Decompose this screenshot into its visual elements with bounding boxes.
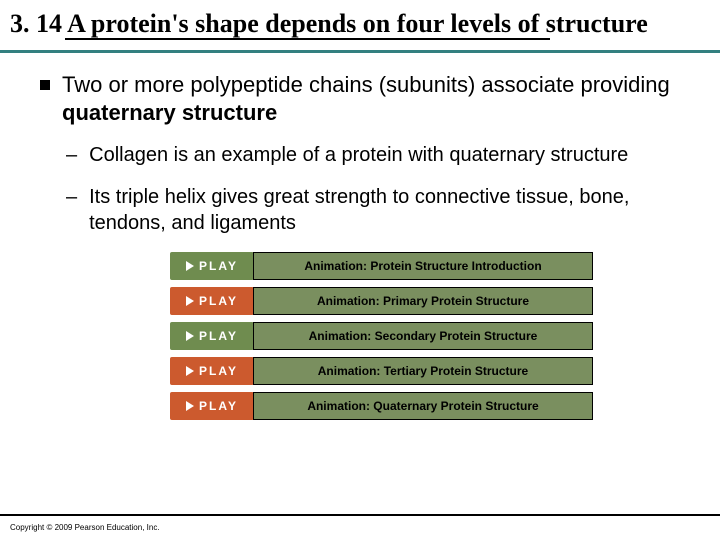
play-row: PLAY Animation: Protein Structure Introd… [170, 252, 680, 280]
main-bullet-prefix: Two or more polypeptide chains (subunits… [62, 72, 670, 97]
play-row: PLAY Animation: Quaternary Protein Struc… [170, 392, 680, 420]
play-badge-text: PLAY [199, 399, 238, 413]
square-bullet-icon [40, 80, 50, 90]
play-label[interactable]: Animation: Tertiary Protein Structure [253, 357, 593, 385]
main-bullet-row: Two or more polypeptide chains (subunits… [40, 71, 680, 128]
play-row: PLAY Animation: Tertiary Protein Structu… [170, 357, 680, 385]
content-area: Two or more polypeptide chains (subunits… [0, 53, 720, 420]
play-arrow-icon [186, 296, 194, 306]
play-button[interactable]: PLAY [170, 392, 254, 420]
play-button[interactable]: PLAY [170, 357, 254, 385]
play-badge-text: PLAY [199, 329, 238, 343]
play-arrow-icon [186, 331, 194, 341]
footer-rule [0, 514, 720, 516]
copyright-text: Copyright © 2009 Pearson Education, Inc. [10, 523, 160, 532]
play-label[interactable]: Animation: Secondary Protein Structure [253, 322, 593, 350]
slide-title-block: 3. 14 A protein's shape depends on four … [0, 0, 720, 40]
play-button[interactable]: PLAY [170, 287, 254, 315]
slide-title: 3. 14 A protein's shape depends on four … [10, 8, 710, 41]
sub-bullet-text: Its triple helix gives great strength to… [89, 184, 680, 236]
play-badge-text: PLAY [199, 294, 238, 308]
sub-bullet-row: – Collagen is an example of a protein wi… [66, 142, 680, 168]
play-arrow-icon [186, 401, 194, 411]
play-label[interactable]: Animation: Primary Protein Structure [253, 287, 593, 315]
play-label[interactable]: Animation: Quaternary Protein Structure [253, 392, 593, 420]
play-button[interactable]: PLAY [170, 252, 254, 280]
sub-bullet-row: – Its triple helix gives great strength … [66, 184, 680, 236]
play-badge-text: PLAY [199, 364, 238, 378]
dash-icon: – [66, 184, 77, 210]
play-badge-text: PLAY [199, 259, 238, 273]
play-row: PLAY Animation: Secondary Protein Struct… [170, 322, 680, 350]
play-button[interactable]: PLAY [170, 322, 254, 350]
play-row: PLAY Animation: Primary Protein Structur… [170, 287, 680, 315]
dash-icon: – [66, 142, 77, 168]
play-arrow-icon [186, 366, 194, 376]
play-arrow-icon [186, 261, 194, 271]
play-label[interactable]: Animation: Protein Structure Introductio… [253, 252, 593, 280]
sub-bullet-text: Collagen is an example of a protein with… [89, 142, 628, 168]
main-bullet-text: Two or more polypeptide chains (subunits… [62, 71, 680, 128]
play-button-list: PLAY Animation: Protein Structure Introd… [170, 252, 680, 420]
main-bullet-bold: quaternary structure [62, 100, 277, 125]
